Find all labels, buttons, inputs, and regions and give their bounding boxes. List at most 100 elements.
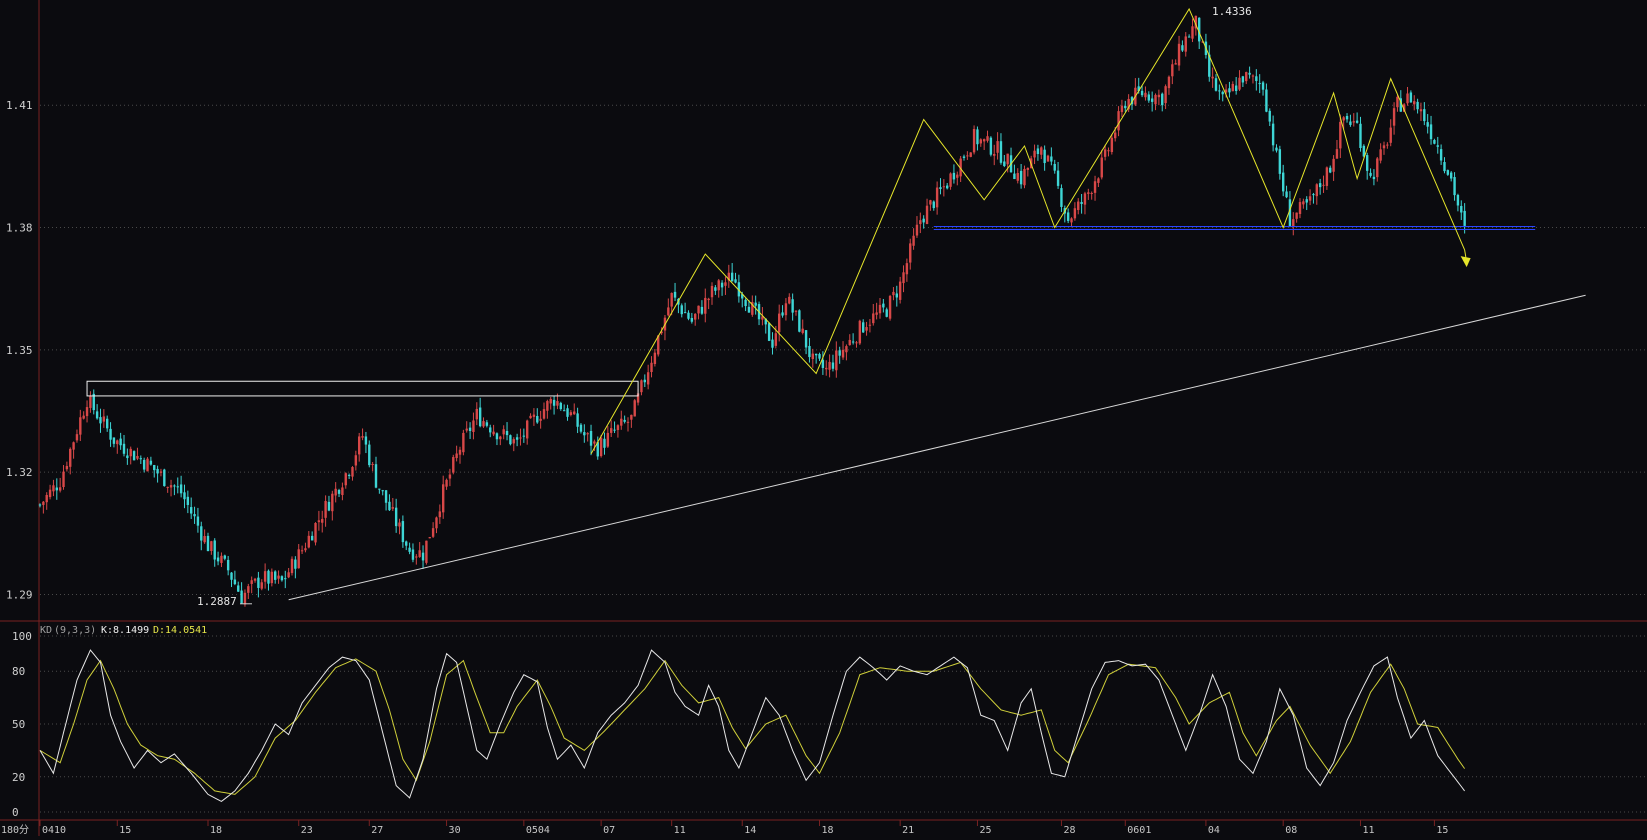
candle-body [415, 556, 418, 558]
candle-body [270, 571, 274, 584]
candle-body [1419, 109, 1423, 112]
candle-body [1077, 201, 1080, 211]
candle-body [519, 437, 522, 439]
date-tick-label: 27 [371, 825, 383, 836]
candle-body [65, 465, 69, 470]
candle-body [673, 291, 677, 298]
candle-body [549, 398, 552, 404]
resistance-box [86, 380, 639, 397]
candle-body [431, 528, 435, 537]
candle-body [334, 488, 337, 496]
candle-body [290, 558, 294, 574]
candle-body [1265, 89, 1268, 112]
candle-body [929, 200, 932, 205]
candle-body [42, 501, 45, 505]
candle-body [1352, 121, 1355, 123]
candle-body [714, 287, 717, 291]
candle-body [109, 428, 112, 440]
date-tick-label: 15 [119, 825, 131, 836]
candle-series [38, 15, 1466, 607]
candle-body [1016, 173, 1019, 181]
candle-body [314, 522, 317, 543]
candle-body [579, 424, 583, 432]
candle-body [1019, 170, 1023, 185]
candle-body [697, 305, 700, 314]
candle-body [1463, 210, 1466, 226]
candle-body [297, 549, 300, 569]
candle-body [1036, 148, 1040, 154]
candle-body [106, 418, 109, 429]
candle-body [966, 155, 969, 157]
candle-body [794, 310, 798, 312]
candle-body [1140, 90, 1144, 96]
candle-body [1426, 122, 1429, 127]
candle-body [1315, 184, 1318, 197]
candle-body [425, 540, 428, 563]
candle-body [898, 281, 902, 300]
date-tick-label: 07 [603, 825, 615, 836]
candle-body [149, 460, 153, 465]
candle-body [952, 172, 956, 180]
candle-body [354, 455, 358, 466]
candle-body [176, 486, 179, 488]
candle-body [1389, 127, 1392, 143]
candle-body [1251, 75, 1255, 77]
candle-body [670, 292, 673, 307]
date-tick-label: 04 [1208, 825, 1220, 836]
candle-body [1409, 92, 1413, 103]
candle-body [788, 296, 791, 304]
candle-body [186, 496, 190, 505]
candle-body [1268, 110, 1271, 122]
candle-body [1114, 132, 1117, 139]
candle-body [767, 323, 771, 341]
candle-body [613, 429, 616, 431]
candle-body [378, 488, 381, 490]
kd-lines [39, 649, 1466, 802]
candle-body [734, 279, 737, 283]
candle-body [99, 417, 102, 424]
candle-body [153, 465, 156, 471]
zigzag-line [590, 7, 1466, 455]
date-tick-label: 0504 [526, 825, 550, 836]
candle-body [633, 400, 636, 417]
candle-body [331, 493, 334, 512]
candle-body [280, 576, 284, 581]
candle-body [657, 335, 660, 355]
candle-body [1120, 105, 1124, 113]
kd-indicator-name: KD [40, 625, 52, 636]
candle-body [1177, 43, 1181, 66]
candle-body [485, 422, 489, 426]
candle-body [337, 490, 341, 494]
candle-body [169, 485, 173, 488]
candle-body [263, 571, 267, 582]
candle-body [801, 328, 804, 333]
candle-body [710, 285, 714, 298]
candle-body [1184, 36, 1187, 52]
candle-body [72, 442, 75, 450]
candle-body [932, 201, 935, 209]
candle-body [371, 463, 374, 465]
candle-body [287, 572, 290, 578]
candle-body [536, 416, 539, 423]
low-price-label: 1.2887 [197, 595, 237, 608]
candle-body [1117, 111, 1120, 131]
candle-body [166, 486, 169, 488]
candle-body [589, 430, 593, 446]
timeframe-label: 180分 [1, 824, 29, 836]
candle-body [754, 302, 757, 306]
candle-body [200, 526, 203, 541]
candle-body [317, 520, 321, 523]
candle-body [892, 291, 895, 296]
candle-body [1050, 156, 1053, 162]
candle-body [1003, 161, 1006, 167]
candle-body [505, 430, 509, 436]
candle-body [976, 129, 979, 145]
candle-body [1194, 15, 1198, 29]
candle-body [364, 436, 368, 445]
candle-body [845, 346, 848, 353]
candle-body [1271, 123, 1275, 146]
candle-body [1060, 188, 1063, 207]
candle-body [798, 310, 801, 332]
candle-body [1436, 145, 1439, 147]
